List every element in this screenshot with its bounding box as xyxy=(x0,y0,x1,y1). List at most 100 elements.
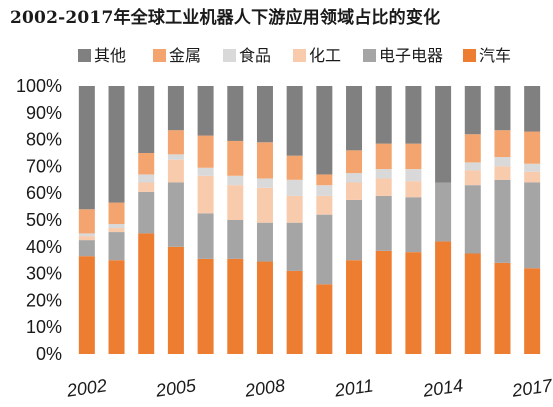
bar-segment xyxy=(256,86,273,143)
x-tick-label: 2002 xyxy=(65,375,108,401)
bar-segment xyxy=(375,86,392,144)
bar-segment xyxy=(197,135,214,168)
legend-swatch xyxy=(363,49,376,62)
bar-segment xyxy=(375,250,392,354)
bar-segment xyxy=(138,86,155,153)
bar-segment xyxy=(227,220,244,259)
bar-segment xyxy=(286,222,303,271)
bar-segment xyxy=(494,179,511,263)
bar-segment xyxy=(256,178,273,188)
bar-segment xyxy=(524,182,541,269)
x-tick-label: 2017 xyxy=(510,375,553,401)
legend-swatch xyxy=(153,49,166,62)
y-tick-label: 40% xyxy=(26,237,62,257)
bar-segment xyxy=(316,86,333,175)
y-tick-label: 0% xyxy=(36,344,62,364)
legend-swatch xyxy=(463,49,476,62)
bar-segment xyxy=(78,86,95,210)
chart-title: 2002-2017年全球工业机器人下游应用领域占比的变化 xyxy=(10,8,441,28)
bar-segment xyxy=(167,246,184,354)
y-tick-label: 30% xyxy=(26,264,62,284)
bar-segment xyxy=(167,86,184,131)
bar-segment xyxy=(316,185,333,196)
y-tick-label: 20% xyxy=(26,290,62,310)
bar-segment xyxy=(316,174,333,186)
bar-segment xyxy=(435,86,452,183)
legend: 其他 金属 食品 化工 电子电器 汽车 xyxy=(78,46,511,65)
bar-segment xyxy=(316,284,333,354)
legend-label: 食品 xyxy=(239,46,271,65)
bar-segment xyxy=(464,86,481,135)
bar-segment xyxy=(227,86,244,141)
bar-segment xyxy=(346,199,363,261)
bar-segment xyxy=(524,86,541,132)
legend-label: 金属 xyxy=(169,46,201,65)
bar-segment xyxy=(138,153,155,175)
bar-segment xyxy=(197,167,214,176)
bar-segment xyxy=(464,185,481,254)
legend-label: 电子电器 xyxy=(379,46,443,65)
legend-item: 汽车 xyxy=(463,46,511,65)
legend-item: 化工 xyxy=(293,46,341,65)
y-tick-label: 60% xyxy=(26,183,62,203)
bar-segment xyxy=(405,181,422,198)
bar-segment xyxy=(375,169,392,179)
bar-segment xyxy=(464,170,481,186)
bar-segment xyxy=(346,173,363,183)
bar-segment xyxy=(524,268,541,354)
y-tick-label: 70% xyxy=(26,156,62,176)
bar-segment xyxy=(108,232,125,261)
bar-segment xyxy=(108,224,125,229)
x-tick-label: 2011 xyxy=(332,375,374,400)
legend-swatch xyxy=(223,49,236,62)
y-tick-label: 50% xyxy=(26,210,62,230)
bar-segment xyxy=(138,174,155,183)
bar-segment xyxy=(78,233,95,237)
bar-segment xyxy=(167,154,184,160)
bar-segment xyxy=(405,86,422,144)
x-axis: 2002 2005 2008 2011 2014 2017 xyxy=(65,375,553,401)
bar-segment xyxy=(494,157,511,167)
bar-segment xyxy=(78,240,95,257)
bar-segment xyxy=(524,171,541,183)
x-tick-label: 2014 xyxy=(421,375,464,401)
bar-segment xyxy=(286,270,303,354)
bar-segment xyxy=(346,260,363,354)
bar-segment xyxy=(286,179,303,196)
bar-segment xyxy=(435,241,452,354)
legend-item: 食品 xyxy=(223,46,271,65)
bar-segment xyxy=(108,202,125,225)
bar-segment xyxy=(375,195,392,251)
y-tick-label: 100% xyxy=(16,76,62,96)
bar-segment xyxy=(138,233,155,354)
bar-segment xyxy=(346,86,363,151)
legend-label: 其他 xyxy=(94,46,126,65)
legend-label: 汽车 xyxy=(479,46,511,65)
bar-segment xyxy=(316,195,333,215)
bar-segment xyxy=(167,182,184,247)
bar-segment xyxy=(197,258,214,354)
bar-segment xyxy=(256,261,273,354)
bar-segment xyxy=(197,175,214,214)
bar-segment xyxy=(494,86,511,131)
bar-segment xyxy=(108,228,125,233)
legend-swatch xyxy=(293,49,306,62)
x-tick-label: 2008 xyxy=(243,375,286,401)
y-axis: 0% 10% 20% 30% 40% 50% 60% 70% 80% 90% 100% xyxy=(16,76,62,364)
bar-segment xyxy=(197,213,214,259)
bar-segment xyxy=(375,143,392,170)
bar-segment xyxy=(256,187,273,223)
bar-segment xyxy=(286,195,303,223)
bar-segment xyxy=(227,175,244,186)
bar-segment xyxy=(346,182,363,200)
bar-segment xyxy=(524,163,541,172)
bar-segment xyxy=(78,236,95,241)
bar-segment xyxy=(138,191,155,234)
y-tick-label: 90% xyxy=(26,103,62,123)
bar-segment xyxy=(524,131,541,164)
bar-segment xyxy=(405,252,422,354)
bar-segment xyxy=(494,130,511,158)
bar-segment xyxy=(435,182,452,242)
bar-segment xyxy=(108,260,125,354)
